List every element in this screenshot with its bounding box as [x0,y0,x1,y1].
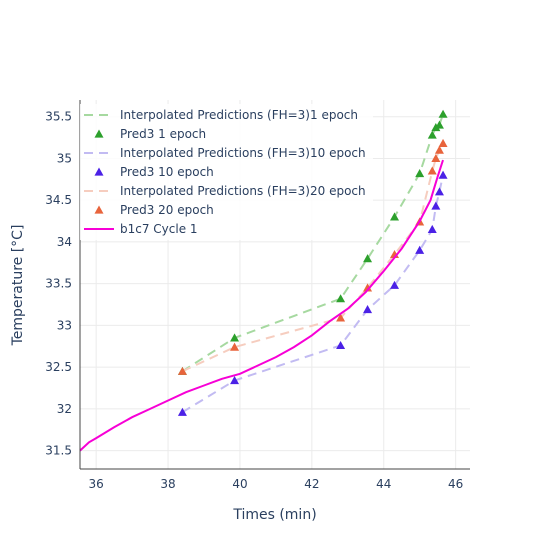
x-tick-label: 42 [304,477,319,491]
x-tick-label: 36 [89,477,104,491]
data-point [438,109,448,118]
x-tick-label: 46 [448,477,463,491]
legend-label: Interpolated Predictions (FH=3)20 epoch [120,184,366,198]
data-point [363,254,373,263]
legend-label: Pred3 20 epoch [120,203,214,217]
data-point [415,168,425,178]
legend-label: Interpolated Predictions (FH=3)10 epoch [120,146,366,160]
x-tick-label: 40 [232,477,247,491]
data-point [427,166,437,175]
data-point [390,212,400,221]
tick-labels: 36 38 40 42 44 46 31.5 32 32.5 33 33.5 34 34.5 35 35.5 [45,110,463,491]
legend-label: Pred3 1 epoch [120,127,206,141]
data-point [415,245,425,254]
legend: Interpolated Predictions (FH=3)1 epoch Pr… [80,104,373,240]
y-tick-label: 32.5 [45,360,72,374]
data-point [177,407,187,416]
data-point [434,187,444,196]
plot-area [79,109,448,452]
y-tick-label: 34 [57,235,72,249]
x-tick-label: 38 [160,477,175,491]
data-point [230,376,240,385]
data-point [336,313,346,322]
data-point [427,224,437,234]
y-tick-label: 33 [57,318,72,332]
data-point [434,145,444,154]
data-point [390,280,400,289]
data-point [427,130,437,139]
data-point [336,340,346,350]
legend-label: b1c7 Cycle 1 [120,222,198,236]
legend-label: Interpolated Predictions (FH=3)1 epoch [120,108,358,122]
x-tick-label: 44 [376,477,391,491]
y-tick-label: 35 [57,151,72,165]
y-tick-label: 34.5 [45,193,72,207]
data-point [336,294,346,303]
data-point [363,283,373,292]
series-line [181,142,444,373]
y-tick-label: 33.5 [45,277,72,291]
data-point [431,201,441,210]
data-point [230,342,240,351]
series-line [79,159,444,452]
data-point [363,305,373,314]
data-point [177,366,187,375]
data-point [431,153,441,163]
legend-symbol [94,129,104,138]
y-tick-label: 32 [57,402,72,416]
x-axis-title: Times (min) [232,507,316,523]
legend-background [80,104,373,240]
data-point [438,170,448,179]
data-point [438,138,448,148]
y-tick-label: 35.5 [45,110,72,124]
data-point [230,333,240,342]
legend-label: Pred3 10 epoch [120,165,214,179]
series-line [181,174,444,414]
data-point [434,120,444,129]
y-axis-title: Temperature [°C] [10,225,26,347]
legend-symbol [94,167,104,176]
legend-symbol [94,205,104,214]
y-tick-label: 31.5 [45,444,72,458]
